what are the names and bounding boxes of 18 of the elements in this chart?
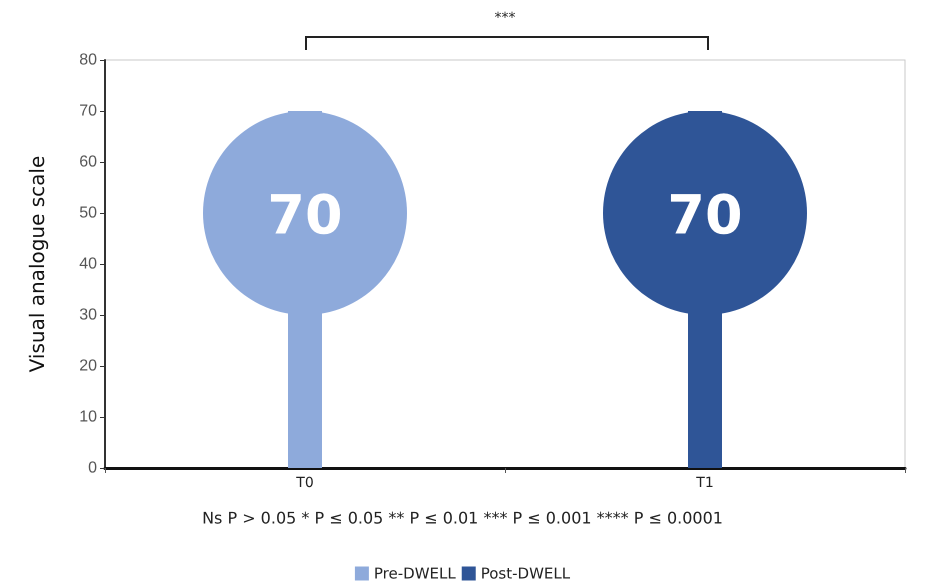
y-tick-label: 0 (88, 460, 98, 476)
legend-label: Pre-DWELL (374, 564, 456, 582)
legend-label: Post-DWELL (480, 564, 571, 582)
data-label: 70 (267, 184, 343, 246)
y-tick-label: 30 (79, 306, 98, 324)
y-tick-label: 60 (79, 154, 98, 170)
y-tick-label: 10 (79, 408, 98, 426)
y-tick-label: 80 (79, 52, 98, 68)
text: *** (494, 10, 516, 26)
data-label: 70 (667, 184, 743, 246)
x-tick-label: T0 (295, 475, 314, 491)
y-tick-label: 70 (79, 102, 98, 120)
y-tick-label: 40 (79, 256, 98, 272)
text: Ns P > 0.05 * P ≤ 0.05 ** P ≤ 0.01 *** P ≤ 0.001 **** P ≤ 0.0001 (202, 508, 723, 528)
y-tick-label: 50 (79, 204, 98, 222)
y-axis-title: Visual analogue scale (25, 156, 49, 372)
x-tick-label: T1 (695, 475, 714, 491)
y-tick-label: 20 (79, 358, 98, 374)
